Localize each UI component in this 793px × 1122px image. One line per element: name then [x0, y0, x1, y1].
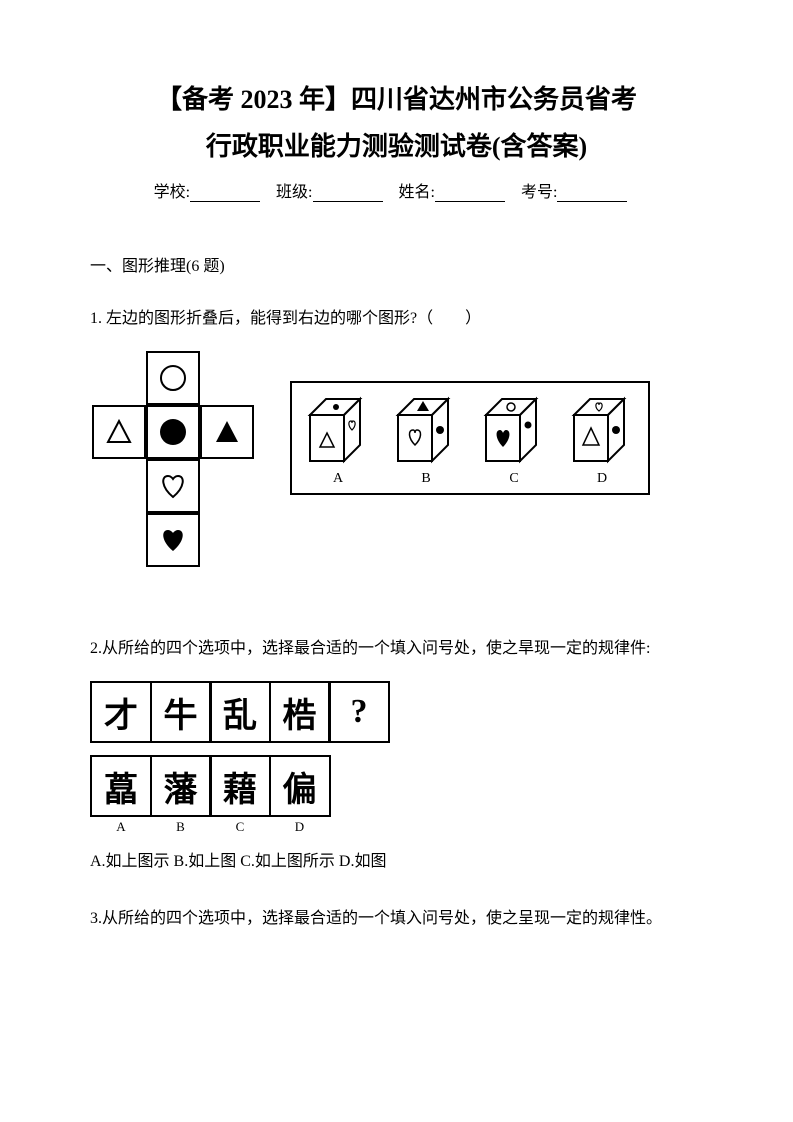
net-cell-center	[146, 405, 200, 459]
school-blank[interactable]	[190, 201, 260, 202]
class-label: 班级:	[276, 184, 312, 201]
heart-filled-icon	[158, 526, 188, 554]
cube-d	[566, 395, 638, 467]
examno-blank[interactable]	[557, 201, 627, 202]
name-blank[interactable]	[435, 201, 505, 202]
q2-opt-d: 偏	[269, 755, 331, 817]
q2-cell-1: 才	[90, 681, 152, 743]
cube-label-d: D	[597, 471, 607, 487]
circle-filled-icon	[158, 417, 188, 447]
circle-outline-icon	[158, 363, 188, 393]
title-line-1: 【备考 2023 年】四川省达州市公务员省考	[90, 80, 703, 119]
q2-opt-a: 藠	[90, 755, 152, 817]
q2-cell-3: 乱	[209, 681, 271, 743]
q2-row1: 才 牛 乱 梏 ?	[90, 681, 703, 743]
q2-label-d: D	[269, 819, 331, 835]
cube-option-c: C	[478, 395, 550, 487]
cube-c	[478, 395, 550, 467]
cube-label-a: A	[333, 471, 343, 487]
cube-a	[302, 395, 374, 467]
net-cell-heart-outline	[146, 459, 200, 513]
triangle-filled-icon	[213, 418, 241, 446]
q2-cell-5: ?	[328, 681, 390, 743]
cube-label-b: B	[421, 471, 430, 487]
triangle-outline-icon	[105, 418, 133, 446]
cube-label-c: C	[509, 471, 518, 487]
examno-label: 考号:	[521, 184, 557, 201]
info-line: 学校: 班级: 姓名: 考号:	[90, 178, 703, 202]
class-blank[interactable]	[313, 201, 383, 202]
q2-opt-b: 藩	[150, 755, 212, 817]
name-label: 姓名:	[399, 184, 435, 201]
q2-row2: 藠 藩 藉 偏	[90, 755, 703, 817]
q2-label-b: B	[150, 819, 212, 835]
q2-cell-2: 牛	[150, 681, 212, 743]
question-1-text: 1. 左边的图形折叠后，能得到右边的哪个图形?（ ）	[90, 301, 703, 336]
net-cell-heart-filled	[146, 513, 200, 567]
q2-row2-labels: A B C D	[90, 819, 703, 835]
q1-figure-container: A B	[90, 351, 703, 571]
net-cell-top	[146, 351, 200, 405]
heart-outline-icon	[158, 472, 188, 500]
section-1-title: 一、图形推理(6 题)	[90, 252, 703, 276]
q2-options-text: A.如上图示 B.如上图 C.如上图所示 D.如图	[90, 847, 703, 871]
q2-cell-4: 梏	[269, 681, 331, 743]
title-line-2: 行政职业能力测验测试卷(含答案)	[90, 127, 703, 166]
net-cell-right	[200, 405, 254, 459]
cube-option-a: A	[302, 395, 374, 487]
cube-option-b: B	[390, 395, 462, 487]
cube-b	[390, 395, 462, 467]
net-figure	[90, 351, 260, 571]
cubes-container: A B	[290, 381, 650, 495]
question-3-text: 3.从所给的四个选项中，选择最合适的一个填入问号处，使之呈现一定的规律性。	[90, 901, 703, 936]
q2-label-a: A	[90, 819, 152, 835]
question-2-text: 2.从所给的四个选项中，选择最合适的一个填入问号处，使之旱现一定的规律件:	[90, 631, 703, 666]
cube-option-d: D	[566, 395, 638, 487]
school-label: 学校:	[154, 184, 190, 201]
q2-opt-c: 藉	[209, 755, 271, 817]
q2-label-c: C	[209, 819, 271, 835]
net-cell-left	[92, 405, 146, 459]
